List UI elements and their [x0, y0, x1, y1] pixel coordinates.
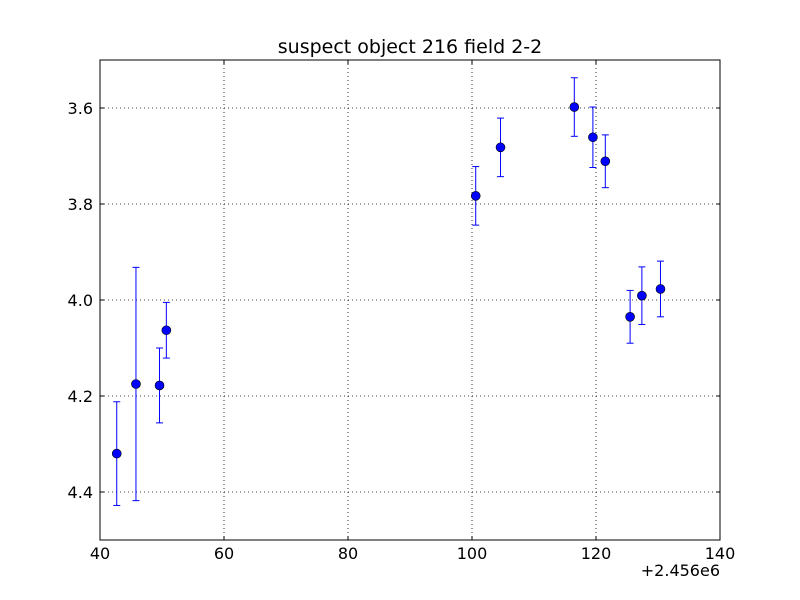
x-tick-label: 40: [90, 544, 110, 563]
data-layer: [111, 77, 666, 506]
data-point: [131, 379, 141, 389]
data-point: [625, 311, 635, 322]
x-tick-label: 80: [338, 544, 358, 563]
data-point: [637, 290, 647, 301]
x-tick-label: 120: [581, 544, 612, 563]
y-tick-label: 3.6: [68, 99, 93, 118]
data-point: [495, 142, 506, 153]
y-tick-label: 4.4: [68, 483, 93, 502]
x-tick-label: 60: [214, 544, 234, 563]
data-point: [569, 102, 580, 112]
x-tick-label: 140: [705, 544, 736, 563]
y-tick-label: 3.8: [68, 195, 93, 214]
chart-title: suspect object 216 field 2-2: [278, 36, 543, 58]
ticks: 40 60 80 100 120 140 3.6 3.8 4.0 4.2 4.4: [68, 60, 736, 563]
data-point: [470, 191, 481, 201]
data-point: [154, 380, 165, 391]
x-offset-label: +2.456e6: [641, 561, 720, 580]
data-point: [111, 448, 122, 459]
data-point: [600, 156, 611, 167]
x-tick-label: 100: [457, 544, 488, 563]
y-tick-label: 4.2: [68, 387, 93, 406]
data-point: [161, 325, 172, 336]
y-tick-label: 4.0: [68, 291, 93, 310]
data-point: [588, 132, 598, 143]
data-point: [655, 284, 666, 294]
